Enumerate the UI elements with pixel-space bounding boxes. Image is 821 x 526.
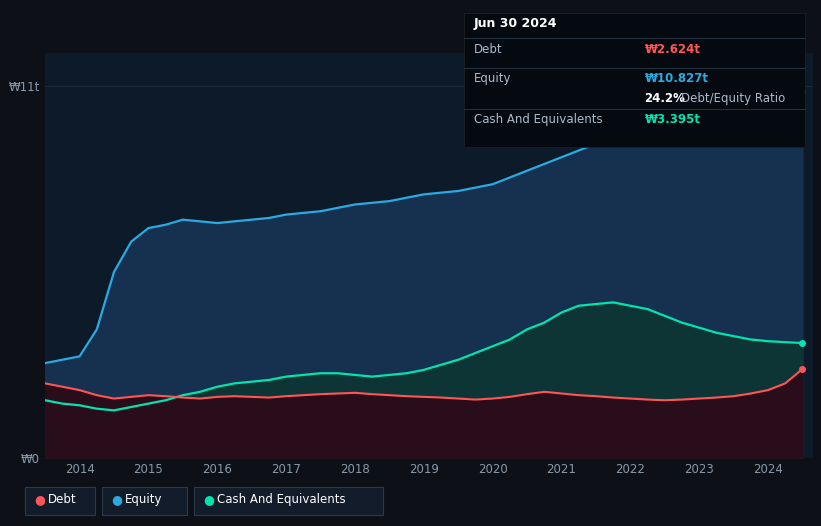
Text: ●: ●: [34, 493, 45, 506]
Text: Jun 30 2024: Jun 30 2024: [474, 17, 557, 31]
Text: Cash And Equivalents: Cash And Equivalents: [474, 113, 603, 126]
Text: Equity: Equity: [125, 493, 163, 506]
Text: Equity: Equity: [474, 72, 511, 85]
Text: Debt/Equity Ratio: Debt/Equity Ratio: [681, 92, 786, 105]
Text: ₩10.827t: ₩10.827t: [644, 72, 709, 85]
Text: ₩2.624t: ₩2.624t: [644, 43, 700, 56]
Text: ●: ●: [204, 493, 214, 506]
Text: Debt: Debt: [474, 43, 502, 56]
Text: Debt: Debt: [48, 493, 76, 506]
Text: ●: ●: [112, 493, 122, 506]
Text: ₩3.395t: ₩3.395t: [644, 113, 700, 126]
Text: 24.2%: 24.2%: [644, 92, 686, 105]
Text: Cash And Equivalents: Cash And Equivalents: [217, 493, 346, 506]
